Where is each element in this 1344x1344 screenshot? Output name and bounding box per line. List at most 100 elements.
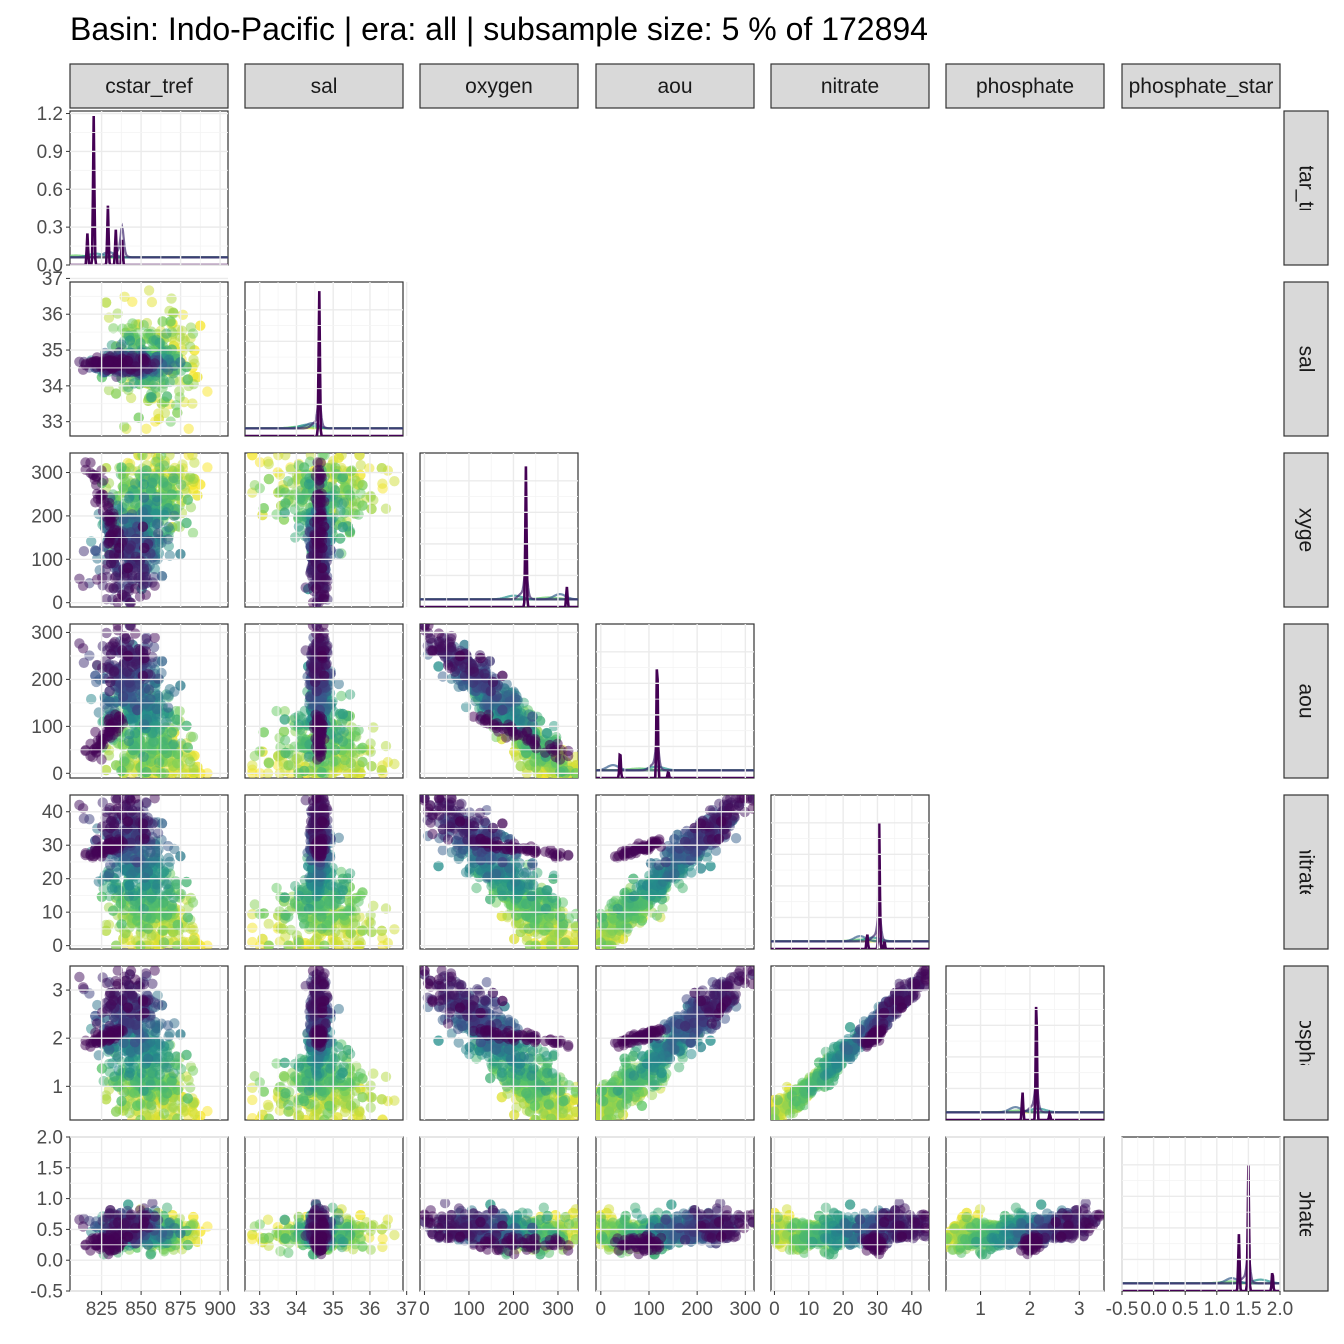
data-point bbox=[97, 506, 109, 517]
density-line bbox=[596, 669, 754, 778]
data-point bbox=[293, 521, 305, 532]
data-point bbox=[127, 318, 138, 329]
data-point bbox=[376, 463, 387, 474]
data-point bbox=[127, 661, 138, 672]
data-point bbox=[355, 744, 366, 755]
data-point bbox=[140, 646, 151, 657]
data-point bbox=[468, 666, 480, 677]
data-point bbox=[143, 684, 155, 695]
data-point bbox=[295, 493, 306, 504]
data-point bbox=[529, 734, 541, 745]
data-point bbox=[161, 391, 173, 402]
data-point bbox=[90, 670, 101, 681]
data-point bbox=[509, 692, 521, 704]
data-point bbox=[119, 421, 130, 432]
data-point bbox=[137, 521, 149, 532]
data-point bbox=[108, 638, 119, 649]
data-point bbox=[137, 453, 148, 461]
data-point bbox=[124, 462, 135, 474]
data-point bbox=[531, 743, 542, 754]
data-point bbox=[487, 676, 499, 688]
data-point bbox=[188, 764, 199, 775]
chart-title: Basin: Indo-Pacific | era: all | subsamp… bbox=[70, 11, 928, 47]
data-point bbox=[185, 756, 196, 767]
data-point bbox=[470, 695, 481, 707]
data-point bbox=[158, 460, 170, 471]
data-point bbox=[161, 716, 172, 727]
data-point bbox=[318, 624, 329, 631]
data-point bbox=[164, 453, 175, 461]
data-point bbox=[314, 537, 325, 549]
data-point bbox=[303, 479, 315, 490]
data-point bbox=[152, 495, 163, 507]
data-point bbox=[311, 686, 322, 697]
data-point bbox=[161, 507, 172, 518]
data-point bbox=[188, 354, 199, 365]
data-point bbox=[389, 476, 400, 487]
data-point bbox=[166, 293, 177, 304]
data-point bbox=[161, 328, 172, 339]
data-point bbox=[247, 760, 258, 771]
data-point bbox=[126, 509, 138, 520]
data-point bbox=[263, 458, 274, 470]
data-point bbox=[183, 423, 194, 434]
data-point bbox=[140, 356, 151, 367]
data-point bbox=[91, 574, 103, 585]
panel-oxygen-vs-cstar_tref bbox=[69, 452, 229, 608]
data-point bbox=[153, 518, 164, 529]
data-point bbox=[156, 656, 168, 667]
data-point bbox=[140, 571, 151, 582]
data-point bbox=[311, 583, 322, 594]
data-point bbox=[138, 751, 149, 762]
data-point bbox=[332, 496, 344, 508]
data-point bbox=[105, 676, 116, 688]
data-point bbox=[366, 503, 377, 515]
data-point bbox=[357, 500, 368, 511]
data-point bbox=[333, 678, 344, 690]
plot-matrix: cstar_tref sal oxygen aou nitrate phosphate ph… bbox=[30, 63, 1329, 1320]
data-point bbox=[145, 694, 156, 705]
data-point bbox=[263, 757, 275, 769]
data-point bbox=[117, 323, 128, 334]
data-point bbox=[427, 646, 438, 657]
data-point bbox=[166, 489, 177, 500]
data-point bbox=[433, 661, 444, 672]
data-point bbox=[357, 756, 368, 768]
data-point bbox=[119, 756, 130, 767]
data-point bbox=[123, 735, 135, 747]
data-point bbox=[357, 480, 368, 491]
data-point bbox=[91, 746, 102, 757]
data-point bbox=[140, 589, 151, 600]
data-point bbox=[124, 543, 135, 554]
data-point bbox=[185, 471, 196, 482]
data-point bbox=[274, 469, 286, 480]
panel-grid bbox=[70, 277, 228, 436]
data-point bbox=[125, 392, 137, 404]
data-point bbox=[103, 515, 114, 526]
data-point bbox=[187, 527, 199, 539]
data-point bbox=[353, 725, 364, 736]
data-point bbox=[90, 545, 101, 556]
data-point bbox=[258, 503, 269, 514]
data-point bbox=[101, 594, 112, 605]
data-point bbox=[336, 690, 347, 702]
data-point bbox=[333, 548, 344, 559]
data-point bbox=[279, 714, 290, 725]
density-curves bbox=[596, 669, 754, 778]
data-point bbox=[91, 659, 103, 671]
data-point bbox=[320, 574, 331, 585]
data-point bbox=[138, 479, 149, 490]
data-point bbox=[117, 691, 129, 702]
data-point bbox=[295, 485, 306, 496]
data-point bbox=[311, 628, 322, 639]
data-point bbox=[172, 757, 183, 769]
data-point bbox=[332, 733, 344, 744]
panel-cstar_tref-vs-cstar_tref bbox=[69, 110, 229, 266]
data-point bbox=[339, 754, 351, 766]
data-point bbox=[104, 355, 115, 367]
data-point bbox=[355, 460, 366, 471]
data-point bbox=[104, 713, 115, 724]
data-point bbox=[162, 534, 174, 545]
data-point bbox=[161, 481, 173, 492]
data-point bbox=[147, 477, 158, 489]
